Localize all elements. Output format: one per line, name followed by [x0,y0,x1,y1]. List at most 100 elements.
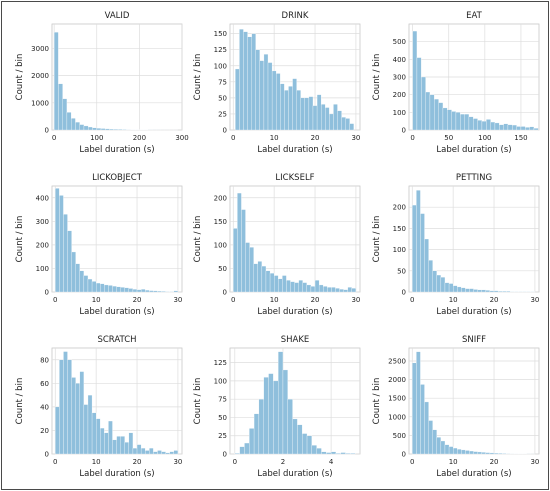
panel-valid: 0 1000 2000 3000 0 100 200 300 VALID Label durati… [15,11,189,155]
histogram-bar [173,450,179,455]
histogram-bar [457,449,462,455]
histogram-bar [412,362,417,455]
histogram-bar [263,377,269,455]
y-tick-label: 25 [218,110,227,118]
histogram-bar [124,287,130,293]
histogram-bar [157,290,162,293]
histogram-bar [424,401,429,455]
histogram-bar [432,429,437,455]
histogram-bar [335,288,340,293]
histogram-bar [67,359,72,455]
histogram-bar [347,287,352,293]
histogram-bar [96,128,102,131]
histogram-bar [477,451,482,455]
histogram-bar [59,195,64,293]
x-tick-label: 10 [92,458,101,466]
histogram-bar [63,351,68,455]
histogram-bar [271,70,277,131]
histogram-bar [96,282,101,293]
histogram-bar [457,286,462,293]
histogram-bar [258,399,264,455]
histogram-bar [436,437,442,455]
histogram-bar [481,289,487,293]
x-axis-label: Label duration (s) [257,145,332,155]
histogram-bar [136,444,142,455]
histogram-bar [416,351,421,455]
histogram-bar [494,122,500,131]
histogram-bar [428,420,433,455]
histogram-bar [420,213,425,293]
y-tick-label: 100 [214,62,227,70]
x-tick-label: 30 [173,296,182,304]
histogram-bar [326,452,332,455]
histogram-bar [59,359,64,455]
x-tick-label: 0 [52,134,56,142]
y-tick-label: 2000 [31,72,49,80]
histogram-bar [302,433,308,455]
histogram-bar [345,118,350,131]
histogram-bar [477,120,483,131]
histogram-bar [253,263,258,293]
y-tick-label: 2500 [388,358,406,366]
histogram-bar [302,282,308,293]
histogram-bar [460,113,465,131]
histogram-bar [122,129,127,131]
histogram-bar [157,450,162,455]
histogram-bar [253,413,260,455]
histogram-bar [507,124,513,131]
histogram-bar [286,280,291,293]
y-tick-label: 0 [45,127,49,135]
histogram-bar [88,126,93,131]
histogram-bar [58,83,63,131]
x-axis-label: Label duration (s) [79,307,154,317]
y-tick-label: 100 [36,265,49,273]
x-tick-label: 20 [133,296,142,304]
x-tick-label: 2 [281,458,285,466]
histogram-bar [268,373,274,455]
histogram-bar [104,284,109,293]
histogram-bar [469,450,474,455]
histogram-bar [109,128,114,131]
x-tick-label: 30 [351,296,360,304]
histogram-bar [448,283,454,293]
histogram-bar [323,286,328,293]
histogram-bar [421,76,426,131]
y-tick-label: 125 [214,46,227,54]
y-tick-label: 150 [214,30,227,38]
histogram-bar [525,127,530,131]
histogram-bar [161,451,166,455]
histogram-bar [325,107,330,131]
histogram-bar [104,432,109,455]
histogram-bar [455,112,461,131]
histogram-bar [239,28,244,131]
histogram-bar [140,289,146,293]
histogram-bar [165,452,170,455]
histogram-bar [145,450,150,455]
histogram-bar [453,447,458,455]
histogram-bar [473,451,478,455]
y-tick-label: 0 [223,127,227,135]
histogram-bar [493,290,499,293]
x-axis-label: Label duration (s) [257,307,332,317]
histogram-bar [277,351,284,455]
histogram-bar [451,111,457,131]
y-tick-label: 75 [218,396,227,404]
histogram-bar [83,125,89,131]
y-tick-label: 100 [393,109,406,117]
histogram-bar [66,112,72,131]
histogram-bar [100,427,105,455]
histogram-bar [444,282,450,293]
panel-eat: 0 100 200 300 400 500 0 50 100 150 EAT Label durati… [372,11,540,155]
histogram-bar [257,261,263,293]
histogram-bar [335,453,341,455]
y-axis-label: Count / bin [372,54,382,101]
histogram-bar [282,369,288,455]
histogram-bar [234,453,240,455]
panel-drink: 0 25 50 75 100 125 150 0 10 20 30 DRINK Label durati… [193,11,361,155]
histogram-bar [237,192,242,293]
histogram-bar [465,288,470,293]
x-tick-label: 10 [92,296,101,304]
histogram-bar [287,399,293,455]
y-tick-label: 400 [393,56,406,64]
